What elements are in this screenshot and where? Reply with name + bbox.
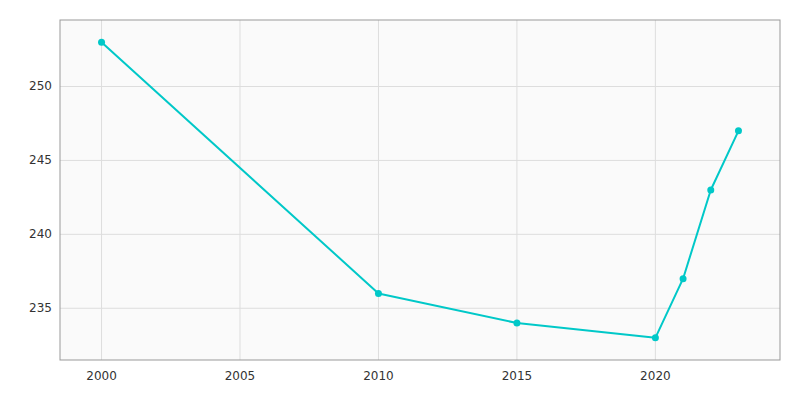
grid-line	[240, 20, 241, 360]
chart-container: 235 240 245 250 2000 2005 2010 2015 2020	[0, 0, 800, 400]
tick-label: 2015	[502, 369, 533, 383]
tick-label: 2010	[363, 369, 394, 383]
grid-line	[60, 160, 780, 161]
marker	[375, 290, 382, 297]
chart: 235 240 245 250 2000 2005 2010 2015 2020	[0, 0, 800, 400]
marker	[707, 187, 714, 194]
plot-area	[60, 20, 780, 360]
tick-label: 2000	[86, 369, 117, 383]
tick-label: 250	[29, 79, 52, 93]
plot-frame	[60, 20, 780, 360]
grid-line	[60, 86, 780, 87]
marker	[98, 39, 105, 46]
tick-label: 245	[29, 153, 52, 167]
grid	[60, 20, 780, 360]
line	[102, 42, 739, 338]
grid-line	[60, 308, 780, 309]
grid-line	[378, 20, 379, 360]
marker	[513, 320, 520, 327]
grid-line	[101, 20, 102, 360]
grid-line	[516, 20, 517, 360]
marker	[652, 334, 659, 341]
tick-label: 2020	[640, 369, 671, 383]
series	[98, 39, 742, 342]
tick-label: 2005	[225, 369, 256, 383]
grid-line	[60, 234, 780, 235]
grid-line	[655, 20, 656, 360]
marker	[680, 275, 687, 282]
marker	[735, 127, 742, 134]
tick-label: 240	[29, 227, 52, 241]
tick-label: 235	[29, 301, 52, 315]
